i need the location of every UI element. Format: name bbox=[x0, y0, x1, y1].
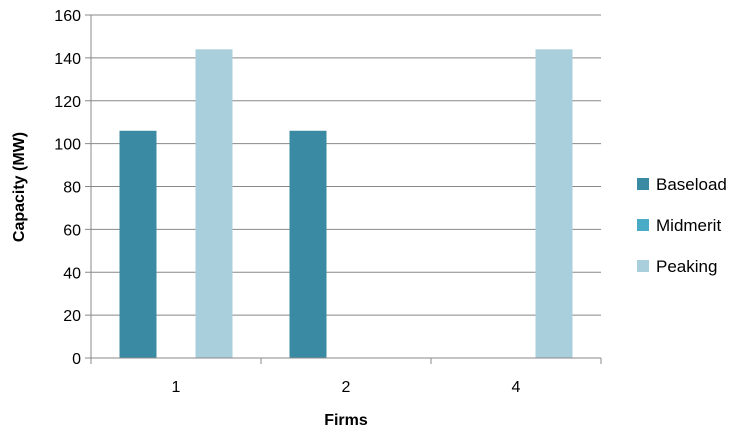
legend-swatch-peaking bbox=[637, 260, 649, 272]
y-tick-label: 40 bbox=[63, 265, 81, 282]
x-tick-label: 4 bbox=[512, 379, 521, 396]
gridlines bbox=[85, 14, 601, 359]
bar-peaking-4 bbox=[535, 49, 573, 359]
y-axis-title: Capacity (MW) bbox=[11, 132, 28, 242]
y-tick-label: 160 bbox=[54, 8, 81, 25]
y-tick-labels: 0 20 40 60 80 100 120 140 160 bbox=[54, 8, 81, 368]
bar-baseload-2 bbox=[289, 130, 327, 358]
x-axis-title: Firms bbox=[324, 412, 368, 429]
y-tick-label: 80 bbox=[63, 180, 81, 197]
x-tick-label: 2 bbox=[342, 379, 351, 396]
x-tick-label: 1 bbox=[172, 379, 181, 396]
y-tick-label: 60 bbox=[63, 222, 81, 239]
x-tick-labels: 1 2 4 bbox=[172, 379, 521, 396]
legend: Baseload Midmerit Peaking bbox=[637, 175, 727, 276]
y-tick-label: 20 bbox=[63, 308, 81, 325]
legend-label-midmerit: Midmerit bbox=[656, 216, 721, 235]
axes bbox=[90, 15, 602, 364]
y-tick-label: 100 bbox=[54, 137, 81, 154]
legend-label-baseload: Baseload bbox=[656, 175, 727, 194]
bar-baseload-1 bbox=[119, 130, 157, 358]
y-tick-label: 140 bbox=[54, 51, 81, 68]
legend-label-peaking: Peaking bbox=[656, 257, 717, 276]
y-tick-label: 120 bbox=[54, 94, 81, 111]
bar-peaking-1 bbox=[195, 49, 233, 359]
legend-swatch-midmerit bbox=[637, 219, 649, 231]
legend-swatch-baseload bbox=[637, 178, 649, 190]
bars bbox=[119, 49, 573, 359]
y-tick-label: 0 bbox=[72, 351, 81, 368]
